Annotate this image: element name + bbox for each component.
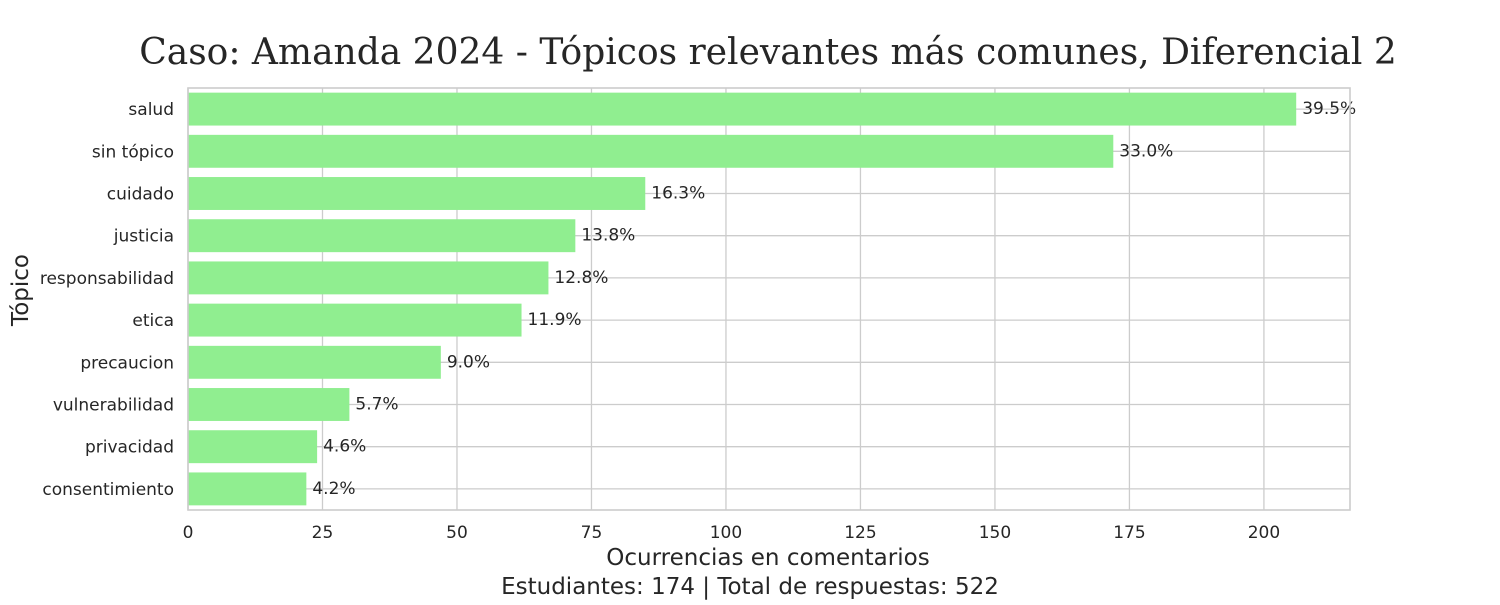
- bar-7: [188, 345, 441, 379]
- x-tick-label: 200: [1248, 523, 1280, 543]
- y-tick-label: vulnerabilidad: [53, 396, 174, 416]
- data-label: 33.0%: [1119, 141, 1173, 161]
- y-tick-label: consentimiento: [42, 480, 174, 500]
- x-axis-label: Ocurrencias en comentarios: [606, 545, 929, 571]
- data-label: 4.2%: [312, 479, 355, 499]
- data-label: 16.3%: [651, 184, 705, 204]
- y-tick-label: privacidad: [85, 438, 174, 458]
- bar-8: [188, 388, 350, 421]
- y-tick-label: salud: [128, 100, 174, 120]
- bar-5: [188, 261, 549, 295]
- x-tick-label: 75: [581, 523, 603, 543]
- y-axis-label: Tópico: [8, 254, 34, 327]
- data-label: 4.6%: [323, 437, 366, 457]
- bar-9: [188, 430, 318, 464]
- y-tick-label: sin tópico: [92, 142, 174, 162]
- bar-4: [188, 219, 576, 253]
- y-tick-label: cuidado: [107, 185, 174, 205]
- x-tick-label: 125: [844, 523, 876, 543]
- x-tick-label: 25: [312, 523, 334, 543]
- data-label: 13.8%: [581, 226, 635, 246]
- bar-10: [188, 472, 307, 506]
- data-label: 12.8%: [554, 268, 608, 288]
- y-tick-label: justicia: [113, 227, 174, 247]
- chart-title: Caso: Amanda 2024 - Tópicos relevantes m…: [139, 32, 1397, 73]
- chart-footnote: Estudiantes: 174 | Total de respuestas: …: [501, 574, 999, 600]
- bar-3: [188, 177, 646, 210]
- y-tick-label: precaucion: [80, 353, 174, 373]
- x-tick-label: 150: [979, 523, 1011, 543]
- bar-1: [188, 92, 1297, 126]
- x-tick-label: 175: [1113, 523, 1145, 543]
- y-tick-label: responsabilidad: [40, 269, 174, 289]
- bar-6: [188, 303, 522, 337]
- data-label: 5.7%: [355, 395, 398, 415]
- data-label: 11.9%: [528, 310, 582, 330]
- bar-2: [188, 134, 1114, 168]
- y-tick-label: etica: [132, 311, 174, 331]
- x-tick-label: 50: [446, 523, 468, 543]
- x-tick-label: 100: [710, 523, 742, 543]
- plot-frame: [187, 87, 1351, 511]
- data-label: 39.5%: [1302, 99, 1356, 119]
- plot-area: salud 39.5% sin tópico 33.0% cuidado 16.3% jus…: [40, 87, 1356, 543]
- x-tick-label: 0: [183, 523, 194, 543]
- data-label: 9.0%: [447, 352, 490, 372]
